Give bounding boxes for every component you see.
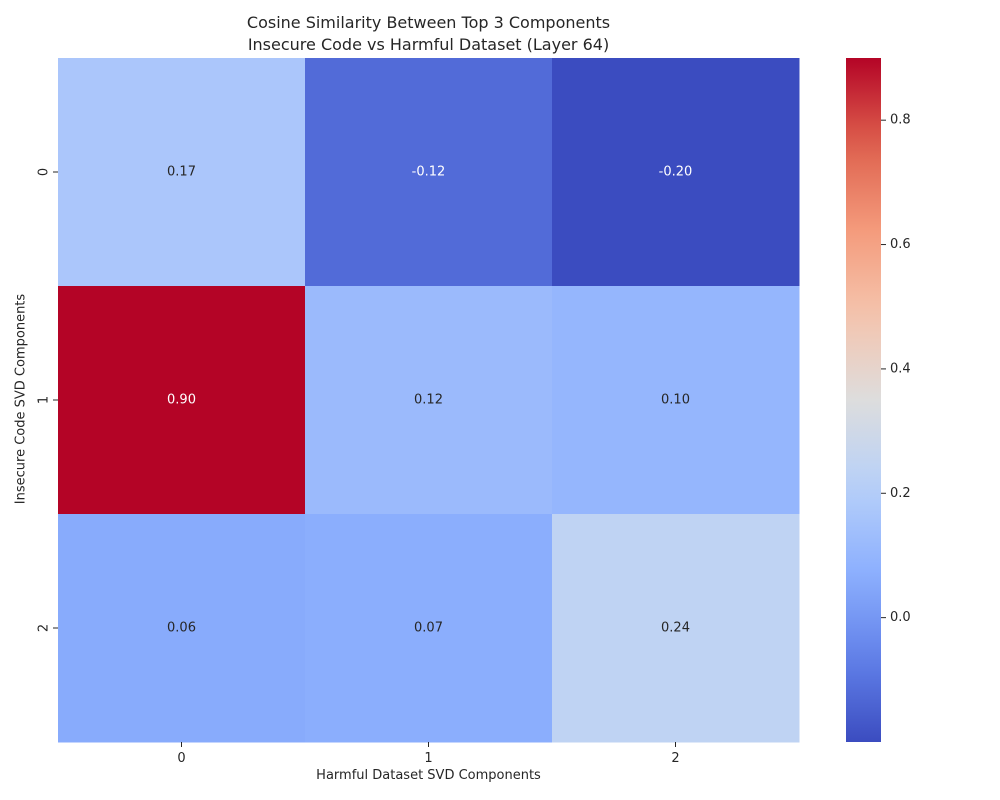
- cell-annotation-2-1: 0.07: [414, 621, 443, 636]
- y-axis-label: Insecure Code SVD Components: [13, 293, 29, 505]
- heatmap-cell-0-0: [58, 58, 306, 287]
- heatmap-cell-1-1: [305, 286, 553, 515]
- cell-annotation-0-0: 0.17: [167, 165, 196, 180]
- heatmap-cell-0-2: [552, 58, 800, 287]
- x-tick-label-1: 1: [424, 751, 432, 766]
- cell-annotation-1-0: 0.90: [167, 393, 196, 408]
- colorbar-tick-label-0: 0.0: [890, 610, 911, 625]
- cell-annotation-0-1: -0.12: [412, 165, 446, 180]
- colorbar: [846, 58, 881, 742]
- chart-title-line-1: Cosine Similarity Between Top 3 Componen…: [246, 13, 611, 32]
- heatmap-cell-1-2: [552, 286, 800, 515]
- cell-annotation-1-2: 0.10: [661, 393, 690, 408]
- heatmap-cell-2-2: [552, 514, 800, 743]
- heatmap-cell-2-1: [305, 514, 553, 743]
- cell-annotation-0-2: -0.20: [659, 165, 693, 180]
- cell-annotation-2-2: 0.24: [661, 621, 690, 636]
- y-tick-label-0: 0: [37, 168, 52, 176]
- colorbar-tick-label-2: 0.4: [890, 361, 911, 376]
- colorbar-tick-label-1: 0.2: [890, 486, 911, 501]
- colorbar-tick-label-3: 0.6: [890, 237, 911, 252]
- x-axis-label: Harmful Dataset SVD Components: [316, 768, 541, 783]
- cell-annotation-2-0: 0.06: [167, 621, 196, 636]
- x-tick-label-0: 0: [177, 751, 185, 766]
- cell-annotation-1-1: 0.12: [414, 393, 443, 408]
- heatmap-cell-0-1: [305, 58, 553, 287]
- heatmap-cell-1-0: [58, 286, 306, 515]
- heatmap-cell-2-0: [58, 514, 306, 743]
- chart-title-line-2: Insecure Code vs Harmful Dataset (Layer …: [247, 35, 610, 54]
- y-tick-label-1: 1: [37, 396, 52, 404]
- x-tick-label-2: 2: [671, 751, 679, 766]
- colorbar-tick-label-4: 0.8: [890, 113, 911, 128]
- y-tick-label-2: 2: [37, 624, 52, 632]
